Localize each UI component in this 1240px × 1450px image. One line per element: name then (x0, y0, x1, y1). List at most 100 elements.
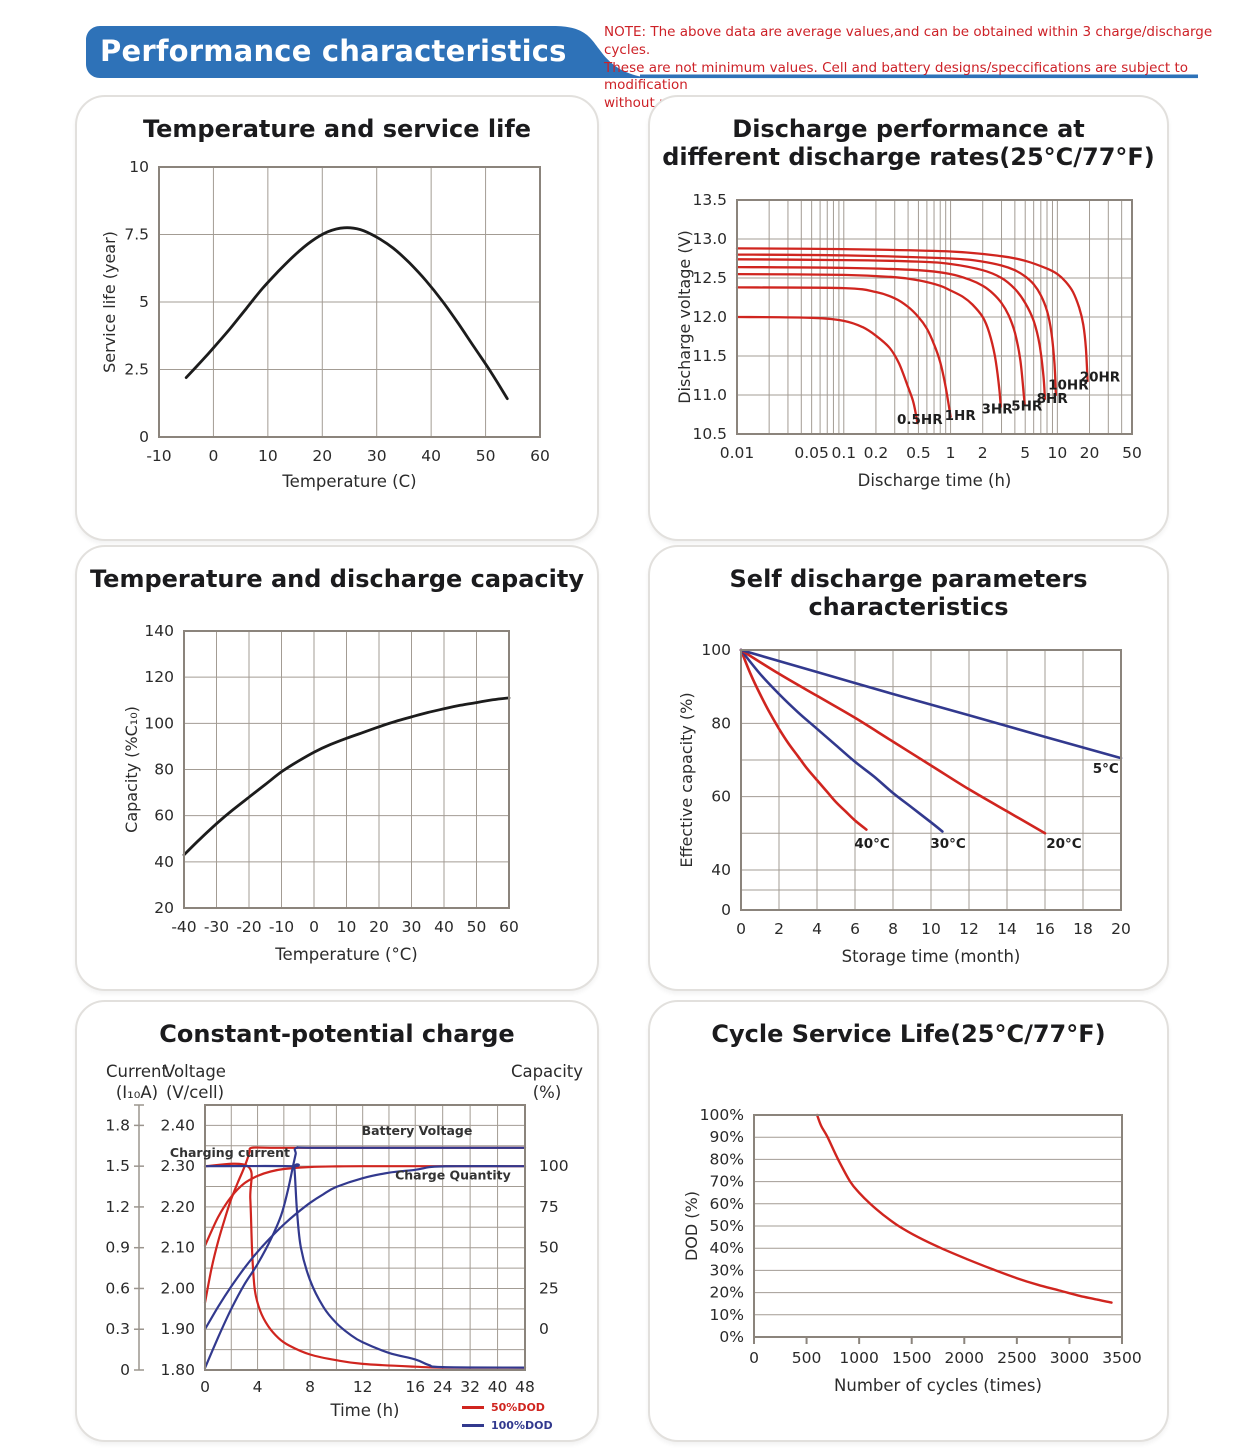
svg-text:Current: Current (106, 1062, 169, 1081)
svg-text:50: 50 (1122, 444, 1142, 462)
svg-text:40: 40 (434, 918, 454, 936)
dod-legend: 50%DOD 100%DOD (462, 1400, 553, 1436)
svg-text:Capacity (%C₁₀): Capacity (%C₁₀) (122, 706, 141, 833)
legend-label: 50%DOD (491, 1400, 545, 1414)
svg-text:100%: 100% (700, 1106, 744, 1124)
svg-text:60: 60 (711, 788, 731, 806)
svg-text:0: 0 (208, 447, 218, 465)
svg-text:80%: 80% (710, 1150, 744, 1168)
svg-text:0.6: 0.6 (105, 1279, 130, 1297)
header-rule (640, 74, 1198, 79)
svg-text:10: 10 (1047, 444, 1067, 462)
svg-text:5: 5 (1020, 444, 1030, 462)
svg-text:30: 30 (367, 447, 387, 465)
svg-text:Battery Voltage: Battery Voltage (362, 1123, 473, 1138)
svg-text:6: 6 (850, 920, 860, 938)
series-charging-current-50dod (203, 1162, 527, 1369)
svg-text:40: 40 (421, 447, 441, 465)
series-rate-0.5hr (735, 315, 919, 425)
svg-text:2: 2 (978, 444, 988, 462)
svg-text:0: 0 (721, 901, 731, 919)
svg-text:0%: 0% (719, 1328, 744, 1346)
series-storage-20c (739, 648, 1047, 835)
chart-title: Temperature and discharge capacity (89, 565, 584, 593)
svg-text:2.30: 2.30 (160, 1157, 195, 1175)
svg-text:140: 140 (144, 622, 174, 640)
series-storage-5c (739, 648, 1123, 760)
svg-text:50: 50 (476, 447, 496, 465)
svg-text:0.9: 0.9 (105, 1239, 130, 1257)
svg-text:10%: 10% (710, 1306, 744, 1324)
svg-text:20: 20 (154, 899, 174, 917)
svg-text:(V/cell): (V/cell) (166, 1083, 224, 1102)
svg-text:0.5: 0.5 (906, 444, 931, 462)
svg-text:60%: 60% (710, 1195, 744, 1213)
svg-text:0.01: 0.01 (720, 444, 755, 462)
svg-text:0: 0 (309, 918, 319, 936)
svg-text:13.0: 13.0 (692, 230, 727, 248)
svg-text:(%): (%) (533, 1083, 562, 1102)
svg-text:4: 4 (253, 1378, 263, 1396)
svg-text:8: 8 (888, 920, 898, 938)
svg-text:40°C: 40°C (854, 836, 890, 852)
svg-text:1.8: 1.8 (105, 1116, 130, 1134)
svg-text:Discharge time (h): Discharge time (h) (858, 471, 1012, 490)
discharge-performance-chart: 0.01 0.05 0.1 0.2 0.5 1 2 5 10 20 50 10.5 11.0 11.5 12… (675, 191, 1142, 490)
svg-text:60: 60 (154, 807, 174, 825)
card-cycle-service-life: Cycle Service Life(25°C/77°F) 0 500 1000 15… (648, 1000, 1169, 1442)
banner-shape (86, 26, 648, 78)
svg-text:16: 16 (1035, 920, 1055, 938)
svg-text:8HR: 8HR (1037, 391, 1069, 407)
svg-text:5HR: 5HR (1011, 399, 1043, 415)
svg-text:2500: 2500 (997, 1349, 1036, 1367)
svg-text:8: 8 (305, 1378, 315, 1396)
svg-text:0: 0 (139, 428, 149, 446)
svg-text:12: 12 (959, 920, 979, 938)
svg-text:20: 20 (1111, 920, 1131, 938)
svg-text:Charge Quantity: Charge Quantity (395, 1168, 511, 1183)
series-rate-20hr (735, 247, 1089, 383)
svg-text:100: 100 (144, 714, 174, 732)
series-battery-voltage-100dod (203, 1146, 527, 1370)
svg-text:1HR: 1HR (945, 408, 977, 424)
svg-text:12: 12 (353, 1378, 373, 1396)
svg-text:Number of cycles (times): Number of cycles (times) (834, 1376, 1042, 1395)
svg-text:10.5: 10.5 (692, 425, 727, 443)
svg-text:0: 0 (120, 1361, 130, 1379)
svg-text:50%: 50% (710, 1217, 744, 1235)
svg-text:0.2: 0.2 (864, 444, 889, 462)
series-rate-1hr (735, 286, 952, 418)
svg-text:1.90: 1.90 (160, 1320, 195, 1338)
series-charging-current-100dod (203, 1163, 527, 1369)
legend-item: 100%DOD (462, 1418, 553, 1432)
svg-text:30: 30 (402, 918, 422, 936)
series-rate-5hr (735, 265, 1026, 406)
series-capacity-vs-temp (182, 696, 511, 857)
svg-text:40%: 40% (710, 1239, 744, 1257)
series-service-life (184, 226, 509, 401)
svg-text:-40: -40 (171, 918, 196, 936)
svg-text:18: 18 (1073, 920, 1093, 938)
page-title: Performance characteristics (100, 34, 567, 68)
svg-text:20: 20 (312, 447, 332, 465)
temperature-discharge-capacity-chart: -40 -30 -20 -10 0 10 20 30 40 50 60 20 40 60 80 100 120 1… (122, 622, 519, 964)
svg-text:Discharge voltage (V): Discharge voltage (V) (675, 230, 694, 404)
chart-title: Cycle Service Life(25°C/77°F) (711, 1020, 1106, 1048)
svg-text:100: 100 (539, 1157, 569, 1175)
svg-text:20%: 20% (710, 1284, 744, 1302)
svg-text:Voltage: Voltage (164, 1062, 226, 1081)
legend-item: 50%DOD (462, 1400, 553, 1414)
svg-text:0.05: 0.05 (794, 444, 829, 462)
svg-text:12.5: 12.5 (692, 269, 727, 287)
series-rate-10hr (735, 253, 1058, 397)
constant-potential-charge-chart: 0 4 8 12 16 24 32 40 481.801.902.002.102.202.302… (105, 1062, 583, 1420)
svg-text:20°C: 20°C (1046, 836, 1082, 852)
svg-text:40: 40 (711, 861, 731, 879)
svg-text:3500: 3500 (1102, 1349, 1141, 1367)
svg-text:10: 10 (129, 158, 149, 176)
svg-text:16: 16 (405, 1378, 425, 1396)
svg-text:2.20: 2.20 (160, 1198, 195, 1216)
svg-text:500: 500 (792, 1349, 822, 1367)
